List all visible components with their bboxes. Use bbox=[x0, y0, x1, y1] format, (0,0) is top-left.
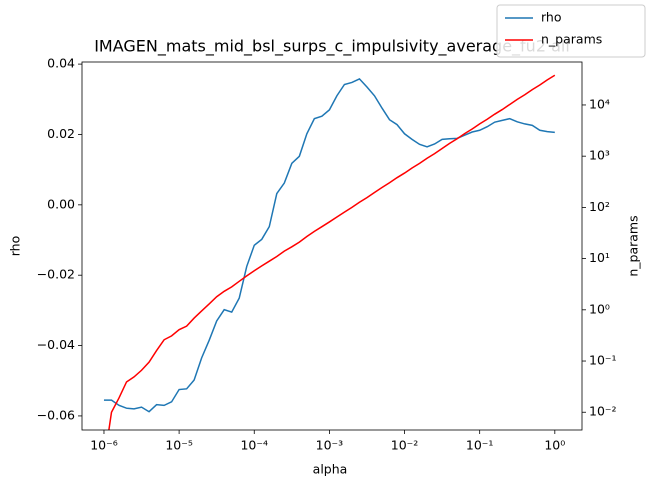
legend-box bbox=[496, 4, 646, 58]
legend-label: n_params bbox=[541, 32, 602, 47]
x-axis-label: alpha bbox=[313, 462, 348, 477]
legend-label: rho bbox=[541, 10, 562, 25]
y2-axis-label: n_params bbox=[626, 215, 641, 276]
chart-title: IMAGEN_mats_mid_bsl_surps_c_impulsivity_… bbox=[94, 37, 570, 57]
y2-tick-label: 10³ bbox=[589, 148, 610, 163]
y2-tick-label: 10⁰ bbox=[589, 301, 610, 316]
y2-tick-label: 10⁴ bbox=[589, 96, 610, 111]
x-tick-label: 10⁻⁴ bbox=[240, 438, 268, 453]
y-tick-label: 0.00 bbox=[47, 196, 75, 211]
y-tick-label: 0.04 bbox=[47, 56, 75, 71]
y2-tick-label: 10¹ bbox=[589, 250, 610, 265]
legend: rho n_params bbox=[496, 4, 646, 58]
axes-frame bbox=[81, 61, 583, 431]
x-tick-label: 10⁻⁵ bbox=[165, 438, 193, 453]
y2-tick-label: 10⁻¹ bbox=[589, 353, 617, 368]
y-axis-label: rho bbox=[8, 236, 23, 257]
x-tick-label: 10⁻⁶ bbox=[90, 438, 118, 453]
y2-tick-label: 10² bbox=[589, 199, 610, 214]
x-tick-label: 10⁻³ bbox=[316, 438, 344, 453]
x-tick-label: 10⁰ bbox=[544, 438, 565, 453]
y-tick-label: −0.02 bbox=[37, 267, 75, 282]
series-line bbox=[103, 77, 555, 413]
x-tick-label: 10⁻² bbox=[391, 438, 419, 453]
x-tick-label: 10⁻¹ bbox=[466, 438, 494, 453]
plot-area bbox=[103, 74, 556, 430]
y2-tick-label: 10⁻² bbox=[589, 404, 617, 419]
y-tick-label: −0.06 bbox=[37, 407, 75, 422]
series-line bbox=[108, 74, 556, 430]
y-tick-label: 0.02 bbox=[47, 126, 75, 141]
y-tick-label: −0.04 bbox=[37, 337, 75, 352]
